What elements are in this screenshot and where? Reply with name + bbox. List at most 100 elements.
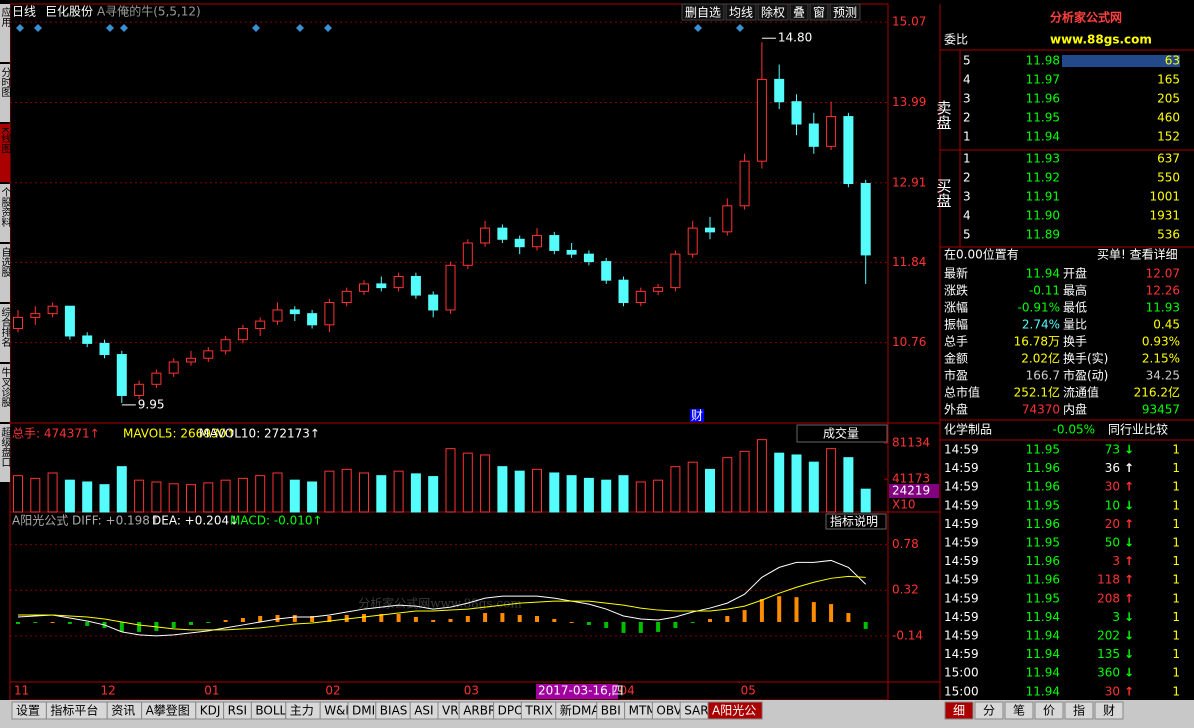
quote-value: -0.11: [1029, 284, 1060, 298]
candle-body: [739, 160, 750, 207]
sidebar-tab[interactable]: [0, 304, 10, 362]
volume-bar: [307, 481, 318, 513]
trade-count: 1: [1172, 443, 1180, 457]
quote-value: 216.2亿: [1134, 385, 1180, 400]
detail-tab[interactable]: [1094, 701, 1124, 720]
volume-bar: [410, 473, 421, 513]
macd-bar: [431, 619, 436, 622]
indicator-tab-label: A阳光公: [712, 704, 756, 718]
macd-line: [17, 559, 867, 637]
candle-body: [445, 264, 456, 311]
trade-volume: 360: [1097, 666, 1120, 680]
volume-title: 总手: 474371↑: [12, 427, 100, 441]
macd-bar: [258, 616, 263, 622]
candle-body: [289, 309, 300, 315]
candle-body: [670, 253, 681, 289]
trade-volume: 73: [1105, 443, 1120, 457]
macd-legend: DEA: +0.204↓: [152, 514, 239, 528]
level: 1: [963, 130, 971, 144]
selector[interactable]: [796, 424, 888, 443]
book-status: 在0.00位置有: [944, 247, 1019, 262]
volume-bar: [722, 457, 733, 513]
quote-label: 最高: [1063, 283, 1087, 298]
y-tick-label: -0.14: [892, 628, 923, 642]
y-tick-label: 11.84: [892, 255, 926, 269]
event-marker[interactable]: [690, 409, 704, 422]
macd-bar: [604, 621, 609, 628]
candle-body: [618, 279, 629, 303]
quote-label: 市盈: [944, 368, 968, 383]
sidebar-tab[interactable]: [0, 364, 10, 422]
toolbar-button-label: 除权: [761, 5, 785, 20]
macd-bar: [500, 613, 505, 622]
volume-bar: [583, 477, 594, 513]
volume-bar: [549, 472, 560, 513]
macd-bar: [777, 596, 782, 622]
detail-tab[interactable]: [1034, 701, 1064, 720]
industry-compare: 同行业比较: [1108, 422, 1168, 437]
macd-bar: [621, 621, 626, 633]
detail-tab[interactable]: [944, 701, 974, 720]
macd-bar: [16, 621, 20, 624]
level: 2: [963, 171, 971, 185]
candle-body: [514, 238, 525, 248]
y-tick-label: 13.99: [892, 95, 926, 109]
trade-time: 14:59: [944, 573, 979, 587]
macd-bar: [85, 621, 90, 626]
y-tick-label: 0.32: [892, 583, 919, 597]
trade-count: 1: [1172, 591, 1180, 605]
trade-count: 1: [1172, 684, 1180, 698]
detail-tab[interactable]: [974, 701, 1004, 720]
detail-tab[interactable]: [1064, 701, 1094, 720]
trade-count: 1: [1172, 629, 1180, 643]
sidebar-tab[interactable]: [0, 184, 10, 242]
detail-tab[interactable]: [1004, 701, 1034, 720]
toolbar-button[interactable]: [757, 3, 789, 21]
macd-bar: [690, 621, 695, 623]
sidebar-tab[interactable]: [0, 4, 10, 62]
trade-arrow: ↓: [1124, 443, 1134, 457]
trade-count: 1: [1172, 536, 1180, 550]
help-button[interactable]: [825, 513, 887, 530]
volume-bar: [756, 439, 767, 513]
sidebar-tab[interactable]: [0, 64, 10, 122]
industry-name: 化学制品: [944, 422, 992, 437]
quote-label: 流通值: [1063, 385, 1099, 400]
indicator-tab-label: 资讯: [111, 704, 135, 718]
macd-bar: [119, 621, 124, 632]
level: 4: [963, 209, 971, 223]
level: 3: [963, 190, 971, 204]
quote-value: 166.7: [1026, 369, 1060, 383]
current-box: [889, 484, 939, 498]
candle-body: [601, 261, 612, 281]
candle-body: [376, 283, 387, 289]
toolbar-button[interactable]: [809, 3, 829, 21]
quote-value: 93457: [1142, 403, 1180, 417]
indicator-tab[interactable]: [707, 701, 763, 720]
toolbar-button[interactable]: [681, 3, 725, 21]
volume-bar: [480, 454, 491, 513]
toolbar-button[interactable]: [725, 3, 757, 21]
volume-bar: [82, 481, 93, 513]
quote-value: 11.94: [1026, 267, 1060, 281]
quote-label: 开盘: [1063, 266, 1087, 281]
sidebar-tab[interactable]: [0, 244, 10, 302]
trade-arrow: ↑: [1124, 573, 1134, 587]
size: 550: [1157, 171, 1180, 185]
volume-bar: [687, 461, 698, 513]
x-tick-label: 04: [620, 684, 635, 698]
candle-body: [30, 313, 41, 318]
price: 11.95: [1026, 111, 1060, 125]
toolbar-button[interactable]: [829, 3, 861, 21]
trade-volume: 10: [1105, 498, 1120, 512]
sidebar-tab[interactable]: [0, 424, 10, 482]
quote-value: -0.91%: [1018, 301, 1060, 315]
book-title: 委比: [944, 33, 968, 47]
macd-bar: [725, 616, 730, 622]
toolbar-button[interactable]: [789, 3, 809, 21]
candle-body: [497, 227, 508, 240]
trade-price: 11.96: [1026, 480, 1060, 494]
x-tick-label: 02: [325, 684, 340, 698]
candle-body: [774, 78, 785, 103]
sidebar-tab[interactable]: [0, 124, 10, 182]
